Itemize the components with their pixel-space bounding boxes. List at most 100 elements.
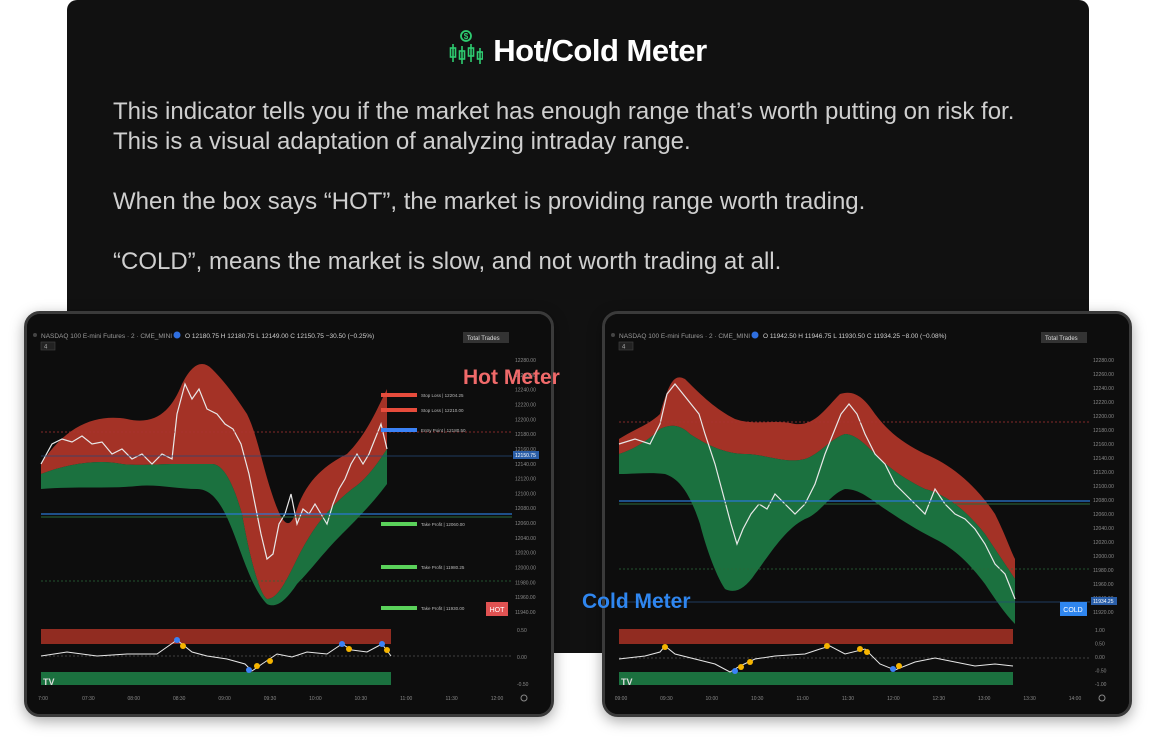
settings-icon[interactable]: [520, 694, 528, 702]
description-paragraph-2: When the box says “HOT”, the market is p…: [113, 188, 866, 215]
price-tick: 12120.00: [515, 477, 536, 483]
price-tick: 12060.00: [515, 521, 536, 527]
price-tick: 11960.00: [515, 595, 536, 601]
last-price: 12150.75: [515, 453, 536, 459]
osc-tick: 0.00: [517, 655, 527, 661]
page-title: Hot/Cold Meter: [493, 32, 707, 68]
time-tick: 10:30: [751, 696, 764, 702]
level-label: Take Profit | 11980.25: [421, 565, 465, 570]
price-tick: 12020.00: [1093, 540, 1114, 546]
total-trades-label: Total Trades: [1045, 336, 1078, 342]
time-tick: 13:00: [978, 696, 991, 702]
osc-tick: -1.00: [1095, 682, 1107, 688]
price-tick: 12260.00: [515, 373, 536, 379]
price-tick: 12240.00: [515, 388, 536, 394]
last-price-tag: [1091, 597, 1117, 605]
price-tick: 12040.00: [1093, 526, 1114, 532]
tablet-cold-chart: NASDAQ 100 E-mini Futures · 2 · CME_MINI…: [602, 311, 1132, 717]
osc-tick: -0.50: [1095, 669, 1107, 675]
price-tick: 12200.00: [515, 417, 536, 423]
price-tick: 12020.00: [515, 551, 536, 557]
price-tick: 12140.00: [515, 462, 536, 468]
time-tick: 12:30: [933, 696, 946, 702]
osc-cold-zone: [41, 672, 391, 685]
price-tick: 11980.00: [1093, 568, 1114, 574]
symbol-line: NASDAQ 100 E-mini Futures · 2 · CME_MINI: [41, 333, 172, 340]
description-paragraph-1: This indicator tells you if the market h…: [113, 97, 1014, 157]
price-tick: 12220.00: [515, 402, 536, 408]
hot-status-box: [486, 602, 508, 616]
title-row: $ Hot/Cold Meter: [67, 30, 1089, 71]
cold-status-label: COLD: [1063, 607, 1082, 614]
price-tick: 11940.00: [515, 610, 536, 616]
price-tick: 12140.00: [1093, 456, 1114, 462]
interval-badge-label: 4: [622, 345, 626, 351]
time-tick: 14:00: [1069, 696, 1082, 702]
symbol-line: NASDAQ 100 E-mini Futures · 2 · CME_MINI: [619, 333, 750, 340]
resistance-ribbon: [619, 377, 1015, 579]
take-profit-marker: [381, 606, 417, 610]
time-tick: 12:00: [887, 696, 900, 702]
hot-status-label: HOT: [490, 607, 506, 614]
settings-icon[interactable]: [1098, 694, 1106, 702]
osc-cold-zone: [619, 672, 1013, 685]
price-tick: 12280.00: [1093, 358, 1114, 364]
price-tick: 12080.00: [515, 506, 536, 512]
description-paragraph-3: “COLD”, means the market is slow, and no…: [113, 248, 782, 275]
stop-loss-marker: [381, 408, 417, 412]
info-icon[interactable]: [751, 331, 759, 339]
time-tick: 08:30: [173, 696, 186, 702]
time-tick: 10:30: [355, 696, 368, 702]
price-tick: 12160.00: [1093, 442, 1114, 448]
take-profit-marker: [381, 565, 417, 569]
oscillator-scale: 0.50 0.00 -0.50: [517, 628, 529, 688]
entry-marker: [381, 428, 417, 432]
ohlc-readout: O 12180.75 H 12180.75 L 12149.00 C 12150…: [185, 333, 374, 340]
interval-badge-label: 4: [44, 345, 48, 351]
price-tick: 12260.00: [1093, 372, 1114, 378]
price-tick: 12200.00: [1093, 414, 1114, 420]
tradingview-logo-icon: TV: [621, 677, 633, 687]
level-label: Entry Point | 12180.50: [421, 428, 466, 433]
price-tick: 12180.00: [515, 432, 536, 438]
tablet-hot-chart: NASDAQ 100 E-mini Futures · 2 · CME_MINI…: [24, 311, 554, 717]
price-tick: 12100.00: [1093, 484, 1114, 490]
price-tick: 11920.00: [1093, 610, 1114, 616]
time-tick: 10:00: [706, 696, 719, 702]
stop-loss-marker: [381, 393, 417, 397]
time-tick: 11:30: [446, 696, 458, 702]
interval-badge[interactable]: [40, 341, 56, 351]
total-trades-button[interactable]: [463, 332, 509, 343]
oscillator-scale: 1.00 0.50 0.00 -0.50 -1.00: [1095, 628, 1107, 688]
osc-tick: 1.00: [1095, 628, 1105, 634]
price-tick: 12080.00: [1093, 498, 1114, 504]
price-tick: 12240.00: [1093, 386, 1114, 392]
price-tick: 12040.00: [515, 536, 536, 542]
level-label: Stop Loss | 12204.25: [421, 393, 464, 398]
cold-meter-callout: Cold Meter: [582, 590, 691, 613]
price-scale: 12280.00 12260.00 12240.00 12220.00 12200.00…: [515, 358, 536, 616]
time-tick: 08:00: [128, 696, 141, 702]
last-price: 11934.25: [1093, 599, 1114, 605]
info-icon[interactable]: [173, 331, 181, 339]
time-scale: 09:00 09:30 10:00 10:30 11:00 11:30 12:00 12:30…: [615, 696, 1082, 702]
osc-tick: 0.50: [1095, 642, 1105, 648]
price-line: [40, 382, 388, 561]
chart-candles-dollar-icon: $: [449, 30, 484, 71]
price-tick: 12280.00: [515, 358, 536, 364]
time-tick: 09:30: [660, 696, 673, 702]
price-tick: 12160.00: [515, 447, 536, 453]
total-trades-button[interactable]: [1041, 332, 1087, 343]
price-tick: 12000.00: [1093, 554, 1114, 560]
osc-tick: 0.00: [1095, 655, 1105, 661]
time-tick: 09:30: [264, 696, 277, 702]
price-tick: 12000.00: [515, 566, 536, 572]
interval-badge[interactable]: [618, 341, 634, 351]
osc-line: [618, 645, 1014, 673]
price-tick: 12180.00: [1093, 428, 1114, 434]
description-line: This indicator tells you if the market h…: [113, 98, 1015, 125]
time-tick: 7:00: [38, 696, 48, 702]
level-label: Take Profit | 11930.00: [421, 606, 465, 611]
tradingview-logo-icon: TV: [43, 677, 55, 687]
time-tick: 11:30: [842, 696, 854, 702]
